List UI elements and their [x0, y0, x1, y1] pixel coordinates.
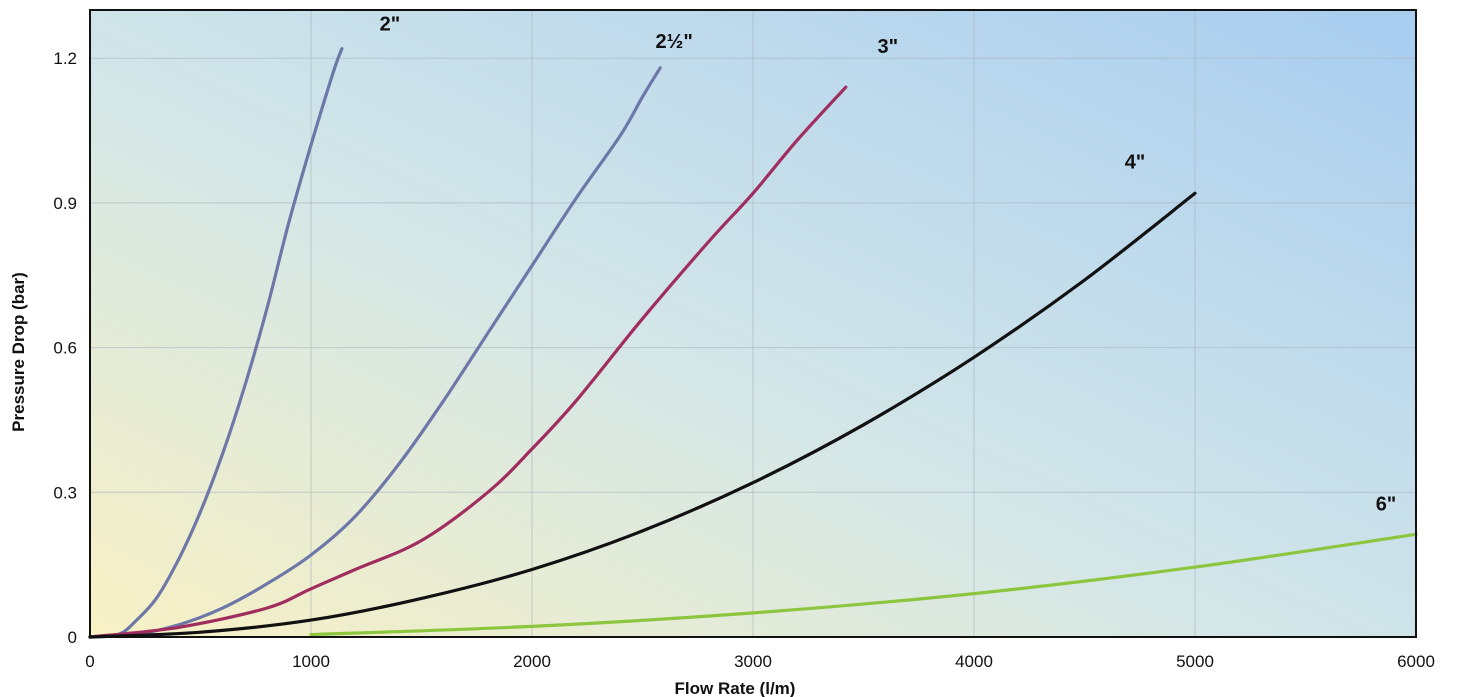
series-line-4 [309, 532, 1418, 637]
series-line-1 [88, 66, 662, 639]
y-tick-label: 0.3 [53, 483, 77, 502]
series-label-2: 3" [878, 36, 899, 58]
series-line-0 [88, 47, 344, 639]
series-label-3: 4" [1125, 151, 1146, 173]
grid-lines [90, 10, 1416, 637]
plot-frame [89, 9, 1417, 638]
series-labels: 2" 2½" 3" 4" 6" [380, 14, 1397, 516]
series-label-1: 2½" [656, 31, 693, 53]
y-axis-title: Pressure Drop (bar) [9, 272, 28, 432]
x-tick-label: 1000 [292, 652, 330, 671]
x-tick-label: 0 [85, 652, 94, 671]
x-tick-label: 2000 [513, 652, 551, 671]
y-tick-label: 0 [68, 628, 77, 647]
series-line-3 [88, 191, 1197, 639]
series-lines [88, 47, 1418, 639]
x-tick-label: 3000 [734, 652, 772, 671]
x-tick-labels: 0 1000 2000 3000 4000 5000 6000 [85, 652, 1435, 671]
series-label-0: 2" [380, 14, 401, 36]
x-tick-label: 6000 [1397, 652, 1435, 671]
y-tick-label: 1.2 [53, 49, 77, 68]
series-line-2 [88, 85, 848, 639]
y-tick-label: 0.9 [53, 194, 77, 213]
x-tick-label: 5000 [1176, 652, 1214, 671]
series-label-4: 6" [1376, 493, 1397, 515]
y-tick-labels: 0 0.3 0.6 0.9 1.2 [53, 49, 77, 647]
x-tick-label: 4000 [955, 652, 993, 671]
y-tick-label: 0.6 [53, 339, 77, 358]
x-axis-title: Flow Rate (l/m) [675, 679, 796, 697]
